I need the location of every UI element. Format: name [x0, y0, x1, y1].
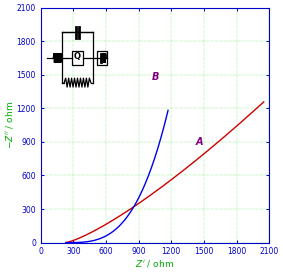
- Text: A: A: [195, 137, 203, 147]
- Bar: [97, 51, 107, 65]
- Text: B: B: [152, 72, 159, 82]
- X-axis label: $Z'$ / ohm: $Z'$ / ohm: [136, 258, 175, 269]
- Y-axis label: $-Z''$ / ohm: $-Z''$ / ohm: [4, 101, 15, 149]
- Bar: [72, 51, 83, 65]
- Text: Q: Q: [74, 52, 81, 61]
